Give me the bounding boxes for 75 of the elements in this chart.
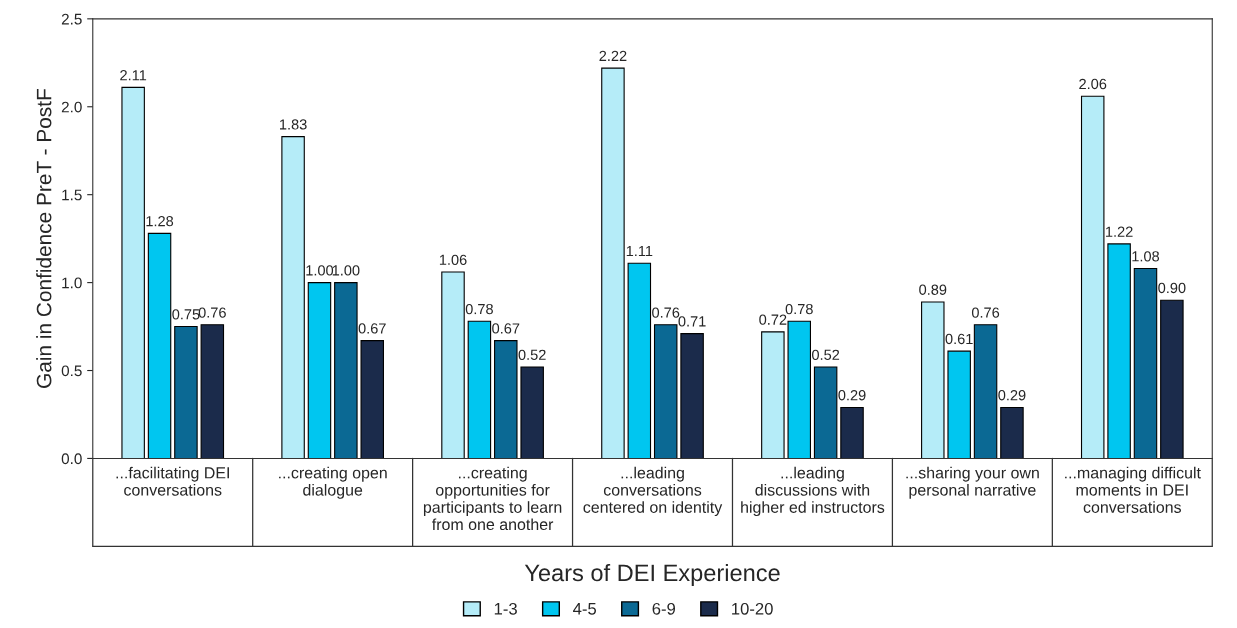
x-tick-label: ...managing difficult moments in DEI conversations <box>1065 466 1201 513</box>
data-label: 0.78 <box>465 303 493 315</box>
data-label: 1.11 <box>626 246 653 257</box>
data-label: 2.22 <box>599 50 627 61</box>
y-tick-label: 2.5 <box>61 13 82 25</box>
bar <box>494 340 518 459</box>
legend-label: 10-20 <box>732 602 773 615</box>
bar <box>147 232 172 459</box>
y-tick-label: 1.5 <box>62 189 82 201</box>
bar <box>520 366 544 459</box>
bar <box>813 366 838 459</box>
x-axis-title: Years of DEI Experience <box>524 563 780 586</box>
bar <box>921 301 945 459</box>
bar <box>121 86 145 459</box>
data-label: 0.71 <box>678 316 706 327</box>
bar <box>627 262 652 459</box>
bar <box>360 340 384 459</box>
bar <box>1107 243 1131 459</box>
legend-label: 4-5 <box>573 603 597 615</box>
data-label: 0.78 <box>785 303 813 315</box>
data-label: 1.06 <box>439 254 467 265</box>
data-label: 1.28 <box>146 215 174 227</box>
bar <box>601 67 625 459</box>
bar <box>281 136 305 459</box>
data-label: 0.29 <box>998 390 1026 401</box>
x-tick-label: ...leading conversations centered on identity <box>583 466 723 517</box>
bar <box>200 324 225 459</box>
data-label: 0.89 <box>919 284 947 295</box>
x-tick-label: ...leading discussions with higher ed instructors <box>741 466 885 517</box>
data-label: 0.75 <box>172 309 200 320</box>
y-tick-label: 1.0 <box>62 277 82 289</box>
bar <box>973 324 998 459</box>
bar <box>307 282 332 459</box>
x-tick-label: ...creating opportunities for participants to learn from one another <box>423 466 562 531</box>
data-label: 1.00 <box>332 265 360 276</box>
bar <box>680 333 704 459</box>
bar <box>653 324 678 459</box>
data-label: 0.52 <box>812 349 840 360</box>
x-tick-label: ...sharing your own personal narrative <box>906 466 1039 499</box>
data-label: 1.83 <box>280 119 307 130</box>
y-tick-label: 2.0 <box>61 101 82 113</box>
data-label: 0.67 <box>358 323 386 334</box>
bar <box>441 271 465 459</box>
y-axis-title: Gain in Confidence PreT - PostF <box>36 89 52 388</box>
data-label: 1.00 <box>306 265 334 276</box>
data-label: 0.29 <box>838 390 866 401</box>
bar <box>840 406 864 459</box>
data-label: 0.52 <box>518 349 546 360</box>
legend-label: 6-9 <box>652 602 676 615</box>
bar <box>467 320 492 459</box>
data-label: 0.76 <box>971 307 1000 318</box>
data-label: 0.67 <box>492 323 520 334</box>
bar <box>1160 299 1184 459</box>
bar <box>761 331 785 459</box>
bar <box>947 350 971 459</box>
bar <box>1080 95 1105 459</box>
bar <box>174 326 198 459</box>
bar <box>1133 267 1158 459</box>
data-label: 1.22 <box>1106 226 1133 237</box>
bar <box>1000 406 1024 459</box>
bar <box>334 282 358 459</box>
data-label: 0.76 <box>198 307 226 318</box>
data-label: 0.90 <box>1158 282 1186 294</box>
x-tick-label: ...facilitating DEI conversations <box>116 466 229 496</box>
y-tick-label: 0.5 <box>61 365 82 377</box>
data-label: 0.61 <box>945 333 973 345</box>
x-tick-label: ...creating open dialogue <box>279 466 387 499</box>
legend-label: 1-3 <box>494 602 517 615</box>
data-label: 1.08 <box>1132 251 1160 262</box>
data-label: 2.11 <box>120 70 147 81</box>
data-label: 0.76 <box>652 307 680 318</box>
bar <box>787 320 811 459</box>
data-label: 2.06 <box>1079 78 1107 90</box>
y-tick-label: 0.0 <box>61 453 82 465</box>
data-label: 0.72 <box>759 314 787 325</box>
